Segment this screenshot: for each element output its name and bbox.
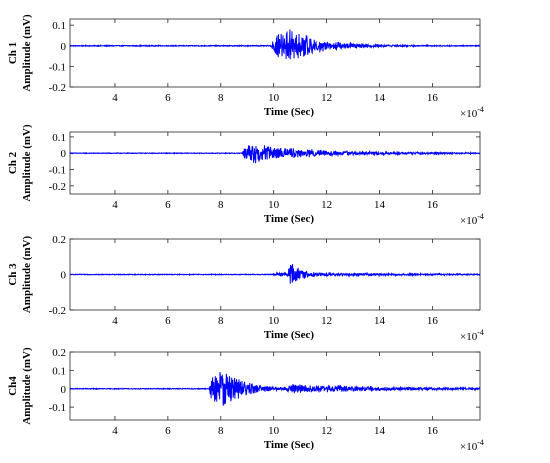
x-tick-label: 14 bbox=[374, 92, 386, 104]
plot-area bbox=[69, 131, 481, 195]
x-tick-label: 14 bbox=[374, 425, 386, 437]
x-axis-multiplier: ×10-4 bbox=[460, 212, 484, 227]
y-axis-label: Amplitude (mV) bbox=[21, 124, 33, 202]
x-tick-label: 4 bbox=[112, 92, 118, 104]
x-axis-multiplier: ×10-4 bbox=[460, 105, 484, 120]
x-tick-label: 8 bbox=[218, 199, 224, 211]
channel-label: Ch4 bbox=[7, 376, 19, 396]
y-tick-label: 0 bbox=[61, 41, 67, 53]
x-tick-label: 12 bbox=[321, 315, 332, 327]
signal-line bbox=[70, 263, 480, 284]
x-tick-label: 16 bbox=[427, 315, 439, 327]
signal-line bbox=[70, 145, 480, 164]
x-tick-label: 10 bbox=[268, 315, 280, 327]
y-tick-label: -0.2 bbox=[49, 305, 66, 317]
y-axis-label: Amplitude (mV) bbox=[21, 236, 33, 314]
panel-ch1: 4 6 8 10 12 14 16 0.1 0 -0.1 -0.2 Time (Sec) ×10-4 Ch… bbox=[7, 14, 484, 120]
x-tick-label: 16 bbox=[427, 425, 439, 437]
x-multiplier-base: ×10 bbox=[460, 108, 478, 120]
y-tick-label: 0 bbox=[61, 270, 67, 282]
y-tick-label: 0.2 bbox=[52, 234, 66, 246]
x-tick-label: 10 bbox=[268, 425, 280, 437]
x-tick-label: 12 bbox=[321, 199, 332, 211]
y-tick-label: -0.2 bbox=[49, 181, 66, 193]
x-axis-label: Time (Sec) bbox=[264, 329, 315, 341]
x-tick-label: 10 bbox=[268, 92, 280, 104]
y-tick-label: 0.1 bbox=[52, 365, 66, 377]
x-multiplier-exponent: -4 bbox=[477, 212, 484, 221]
x-tick-label: 6 bbox=[165, 425, 171, 437]
panel-ch3: 4 6 8 10 12 14 16 0.2 0 -0.2 Time (Sec) ×10-4 Ch 3 Am… bbox=[7, 234, 484, 343]
x-tick-label: 4 bbox=[112, 199, 118, 211]
x-tick-label: 16 bbox=[427, 199, 439, 211]
x-multiplier-exponent: -4 bbox=[477, 328, 484, 337]
y-tick-label: -0.1 bbox=[49, 165, 66, 177]
y-tick-label: 0.1 bbox=[52, 132, 66, 144]
x-tick-label: 6 bbox=[165, 315, 171, 327]
x-tick-label: 12 bbox=[321, 425, 332, 437]
y-tick-label: -0.2 bbox=[49, 82, 66, 94]
x-tick-label: 14 bbox=[374, 199, 386, 211]
x-tick-label: 4 bbox=[112, 425, 118, 437]
x-multiplier-exponent: -4 bbox=[477, 438, 484, 447]
y-tick-label: 0 bbox=[61, 384, 67, 396]
x-axis-label: Time (Sec) bbox=[264, 213, 315, 225]
channel-label: Ch 2 bbox=[7, 151, 19, 174]
plot-area bbox=[69, 351, 481, 421]
channel-label: Ch 3 bbox=[7, 263, 19, 286]
y-tick-label: 0 bbox=[61, 148, 67, 160]
signal-line bbox=[70, 371, 480, 406]
x-multiplier-exponent: -4 bbox=[477, 105, 484, 114]
x-tick-label: 14 bbox=[374, 315, 386, 327]
x-axis-label: Time (Sec) bbox=[264, 439, 315, 451]
x-multiplier-base: ×10 bbox=[460, 441, 478, 453]
x-multiplier-base: ×10 bbox=[460, 215, 478, 227]
y-tick-label: 0.1 bbox=[52, 20, 66, 32]
y-axis-label: Amplitude (mV) bbox=[21, 347, 33, 425]
y-tick-label: 0.2 bbox=[52, 347, 66, 359]
x-axis-label: Time (Sec) bbox=[264, 106, 315, 118]
x-tick-label: 6 bbox=[165, 199, 171, 211]
x-multiplier-base: ×10 bbox=[460, 331, 478, 343]
y-tick-label: -0.1 bbox=[49, 402, 66, 414]
x-tick-label: 8 bbox=[218, 92, 224, 104]
x-tick-label: 4 bbox=[112, 315, 118, 327]
panel-ch2: 4 6 8 10 12 14 16 0.1 0 -0.1 -0.2 Time (Sec) ×10-4 Ch… bbox=[7, 124, 484, 227]
x-axis-multiplier: ×10-4 bbox=[460, 438, 484, 453]
x-tick-label: 16 bbox=[427, 92, 439, 104]
signal-line bbox=[70, 29, 480, 60]
y-axis-label: Amplitude (mV) bbox=[21, 14, 33, 92]
x-tick-label: 8 bbox=[218, 425, 224, 437]
x-tick-label: 8 bbox=[218, 315, 224, 327]
channel-label: Ch 1 bbox=[7, 42, 19, 64]
x-axis-multiplier: ×10-4 bbox=[460, 328, 484, 343]
panel-ch4: 4 6 8 10 12 14 16 0.2 0.1 0 -0.1 Time (Sec) ×10-4 Ch4… bbox=[7, 347, 484, 453]
x-tick-label: 12 bbox=[321, 92, 332, 104]
y-tick-label: -0.1 bbox=[49, 61, 66, 73]
x-tick-label: 10 bbox=[268, 199, 280, 211]
x-tick-label: 6 bbox=[165, 92, 171, 104]
